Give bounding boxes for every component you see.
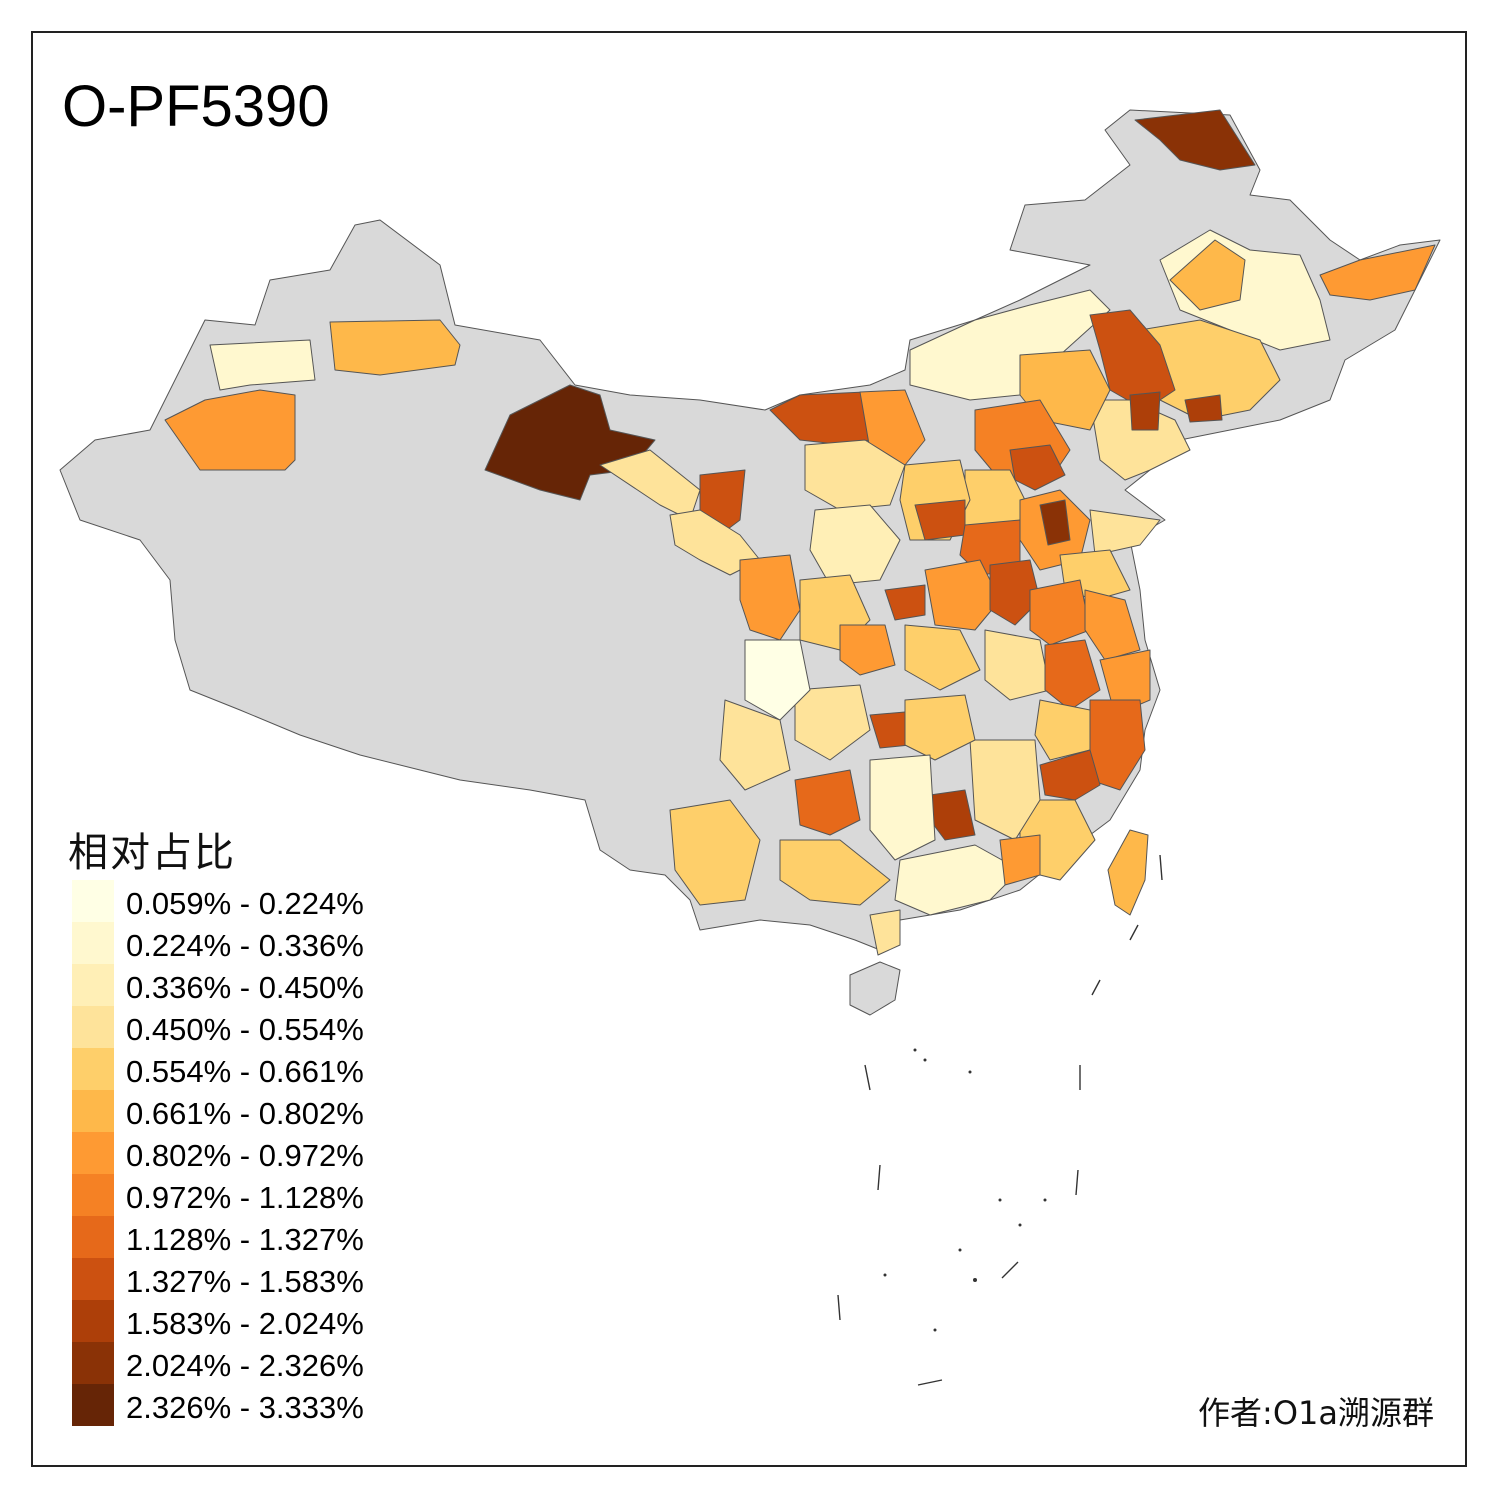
island-dot [933, 1328, 937, 1332]
region-altay [329, 319, 461, 376]
region-sanmenxia [884, 584, 926, 621]
region-shandong-east [1089, 509, 1161, 556]
region-baotou [804, 439, 906, 511]
region-ulanqab [859, 389, 926, 466]
region-jilin-dark [1184, 394, 1223, 423]
region-henan-dark [989, 559, 1041, 626]
region-guangdong [894, 844, 1021, 916]
legend-label: 1.583% - 2.024% [126, 1306, 364, 1341]
island-dot [1043, 1198, 1047, 1202]
region-shantou [999, 834, 1041, 886]
legend-label: 0.661% - 0.802% [126, 1096, 364, 1131]
legend-swatch [72, 880, 114, 922]
legend-label: 1.128% - 1.327% [126, 1222, 364, 1257]
island-dot [968, 1070, 972, 1074]
region-beijing [1009, 444, 1066, 491]
legend-swatch [72, 1300, 114, 1342]
region-guangxi [779, 839, 891, 906]
region-henan-mid [924, 559, 1001, 631]
legend-label: 0.554% - 0.661% [126, 1054, 364, 1089]
region-anhui-south [1034, 699, 1091, 761]
legend-swatch [72, 964, 114, 1006]
legend-swatch [72, 1006, 114, 1048]
region-chongqing [794, 684, 871, 761]
legend-swatch [72, 1258, 114, 1300]
map-frame [31, 31, 1467, 1467]
legend-label: 2.326% - 3.333% [126, 1390, 364, 1425]
legend-title: 相对占比 [68, 830, 236, 876]
island-dot [923, 1058, 927, 1062]
island-dot [883, 1273, 887, 1277]
mainland-outline [59, 109, 1441, 951]
region-nanyang [839, 624, 896, 676]
legend-label: 0.802% - 0.972% [126, 1138, 364, 1173]
legend-swatch [72, 1384, 114, 1426]
legend-swatch [72, 1216, 114, 1258]
region-hubei-mid [904, 694, 976, 761]
author-credit: 作者:O1a溯源群 [1198, 1394, 1434, 1432]
nine-dash-line [837, 854, 1163, 1386]
legend-label: 0.059% - 0.224% [126, 886, 364, 921]
taiwan-island [1107, 829, 1149, 916]
region-jiangxi-dark [1039, 749, 1101, 801]
region-heilongjiang-east [1319, 244, 1436, 301]
region-yunnan [669, 799, 761, 906]
legend-label: 2.024% - 2.326% [126, 1348, 364, 1383]
region-anhui-north [1029, 579, 1091, 646]
region-henan-south [904, 624, 981, 691]
region-liaoning-dark [1129, 391, 1161, 431]
legend-label: 0.224% - 0.336% [126, 928, 364, 963]
region-shandong-dark [1039, 499, 1071, 546]
legend-swatch [72, 1342, 114, 1384]
region-nw-inner-mongolia [909, 289, 1111, 401]
region-anhui-mid [1044, 639, 1101, 711]
map-title: O-PF5390 [62, 74, 330, 139]
island-dot [1018, 1223, 1022, 1227]
region-daxinganling [1134, 109, 1256, 171]
legend-swatch [72, 1090, 114, 1132]
region-ili [164, 389, 296, 471]
legend-swatch [72, 922, 114, 964]
region-tacheng [209, 339, 316, 391]
region-jiangxi-mid [969, 739, 1041, 841]
region-leizhou [869, 909, 901, 956]
region-heilongjiang-hub [1169, 239, 1246, 311]
island-dot [913, 1048, 917, 1052]
region-sichuan-mid [719, 699, 791, 791]
region-zhejiang [1089, 699, 1146, 791]
region-sichuan-west [744, 639, 811, 721]
region-xinyang [984, 629, 1051, 701]
hainan-island [849, 961, 901, 1016]
legend-label: 1.327% - 1.583% [126, 1264, 364, 1299]
region-guizhou-dark [794, 769, 861, 836]
island-dot [958, 1248, 962, 1252]
region-gansu-west [599, 449, 701, 521]
region-shaanxi-north [809, 504, 901, 586]
legend-label: 0.336% - 0.450% [126, 970, 364, 1005]
legend-swatch [72, 1174, 114, 1216]
island-dot [973, 1278, 977, 1282]
legend-label: 0.450% - 0.554% [126, 1012, 364, 1047]
island-dot [998, 1198, 1002, 1202]
legend-label: 0.972% - 1.128% [126, 1180, 364, 1215]
legend-swatch [72, 1132, 114, 1174]
region-jiangsu-south [1099, 649, 1151, 716]
legend-swatch [72, 1048, 114, 1090]
region-hunan-mid [869, 754, 936, 861]
